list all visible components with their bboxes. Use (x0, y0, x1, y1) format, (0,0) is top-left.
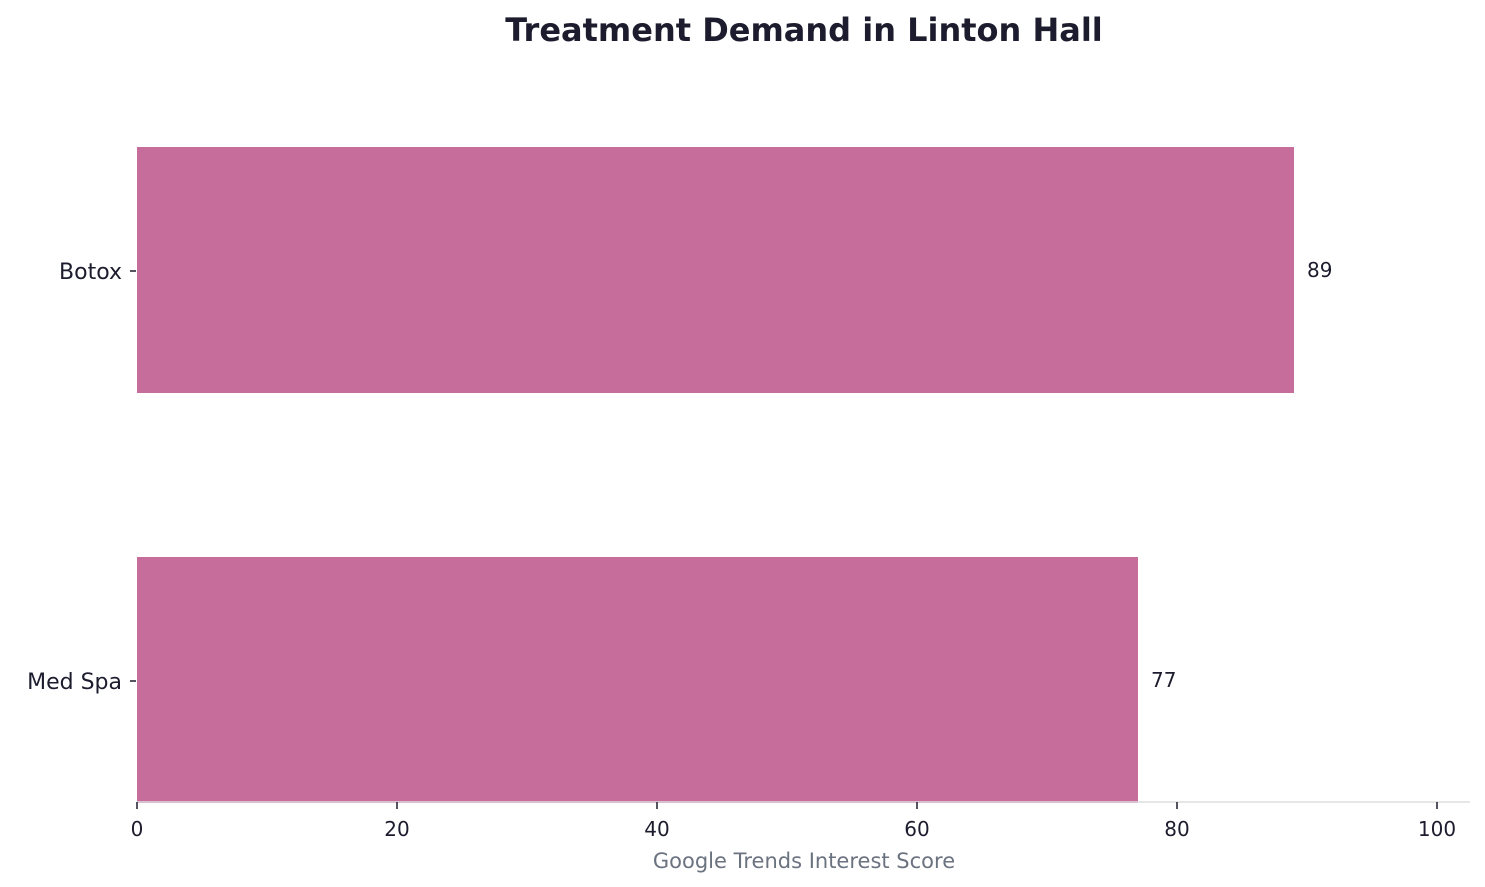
x-tick-label-0: 0 (131, 817, 144, 841)
bar-med-spa (137, 557, 1138, 803)
x-tick-label-100: 100 (1418, 817, 1456, 841)
x-tick-label-40: 40 (644, 817, 669, 841)
bar-botox (137, 147, 1294, 393)
bars-layer: 89 77 (137, 147, 1332, 803)
x-tick-label-60: 60 (904, 817, 929, 841)
x-axis: 0 20 40 60 80 100 (131, 801, 1470, 841)
x-axis-title: Google Trends Interest Score (653, 849, 955, 873)
value-label-med-spa: 77 (1151, 668, 1176, 692)
y-axis: Botox Med Spa (27, 260, 136, 695)
value-label-botox: 89 (1307, 258, 1332, 282)
x-tick-label-20: 20 (384, 817, 409, 841)
category-label-med-spa: Med Spa (27, 670, 122, 695)
x-tick-label-80: 80 (1164, 817, 1189, 841)
category-label-botox: Botox (59, 260, 122, 285)
chart-title: Treatment Demand in Linton Hall (505, 11, 1103, 49)
